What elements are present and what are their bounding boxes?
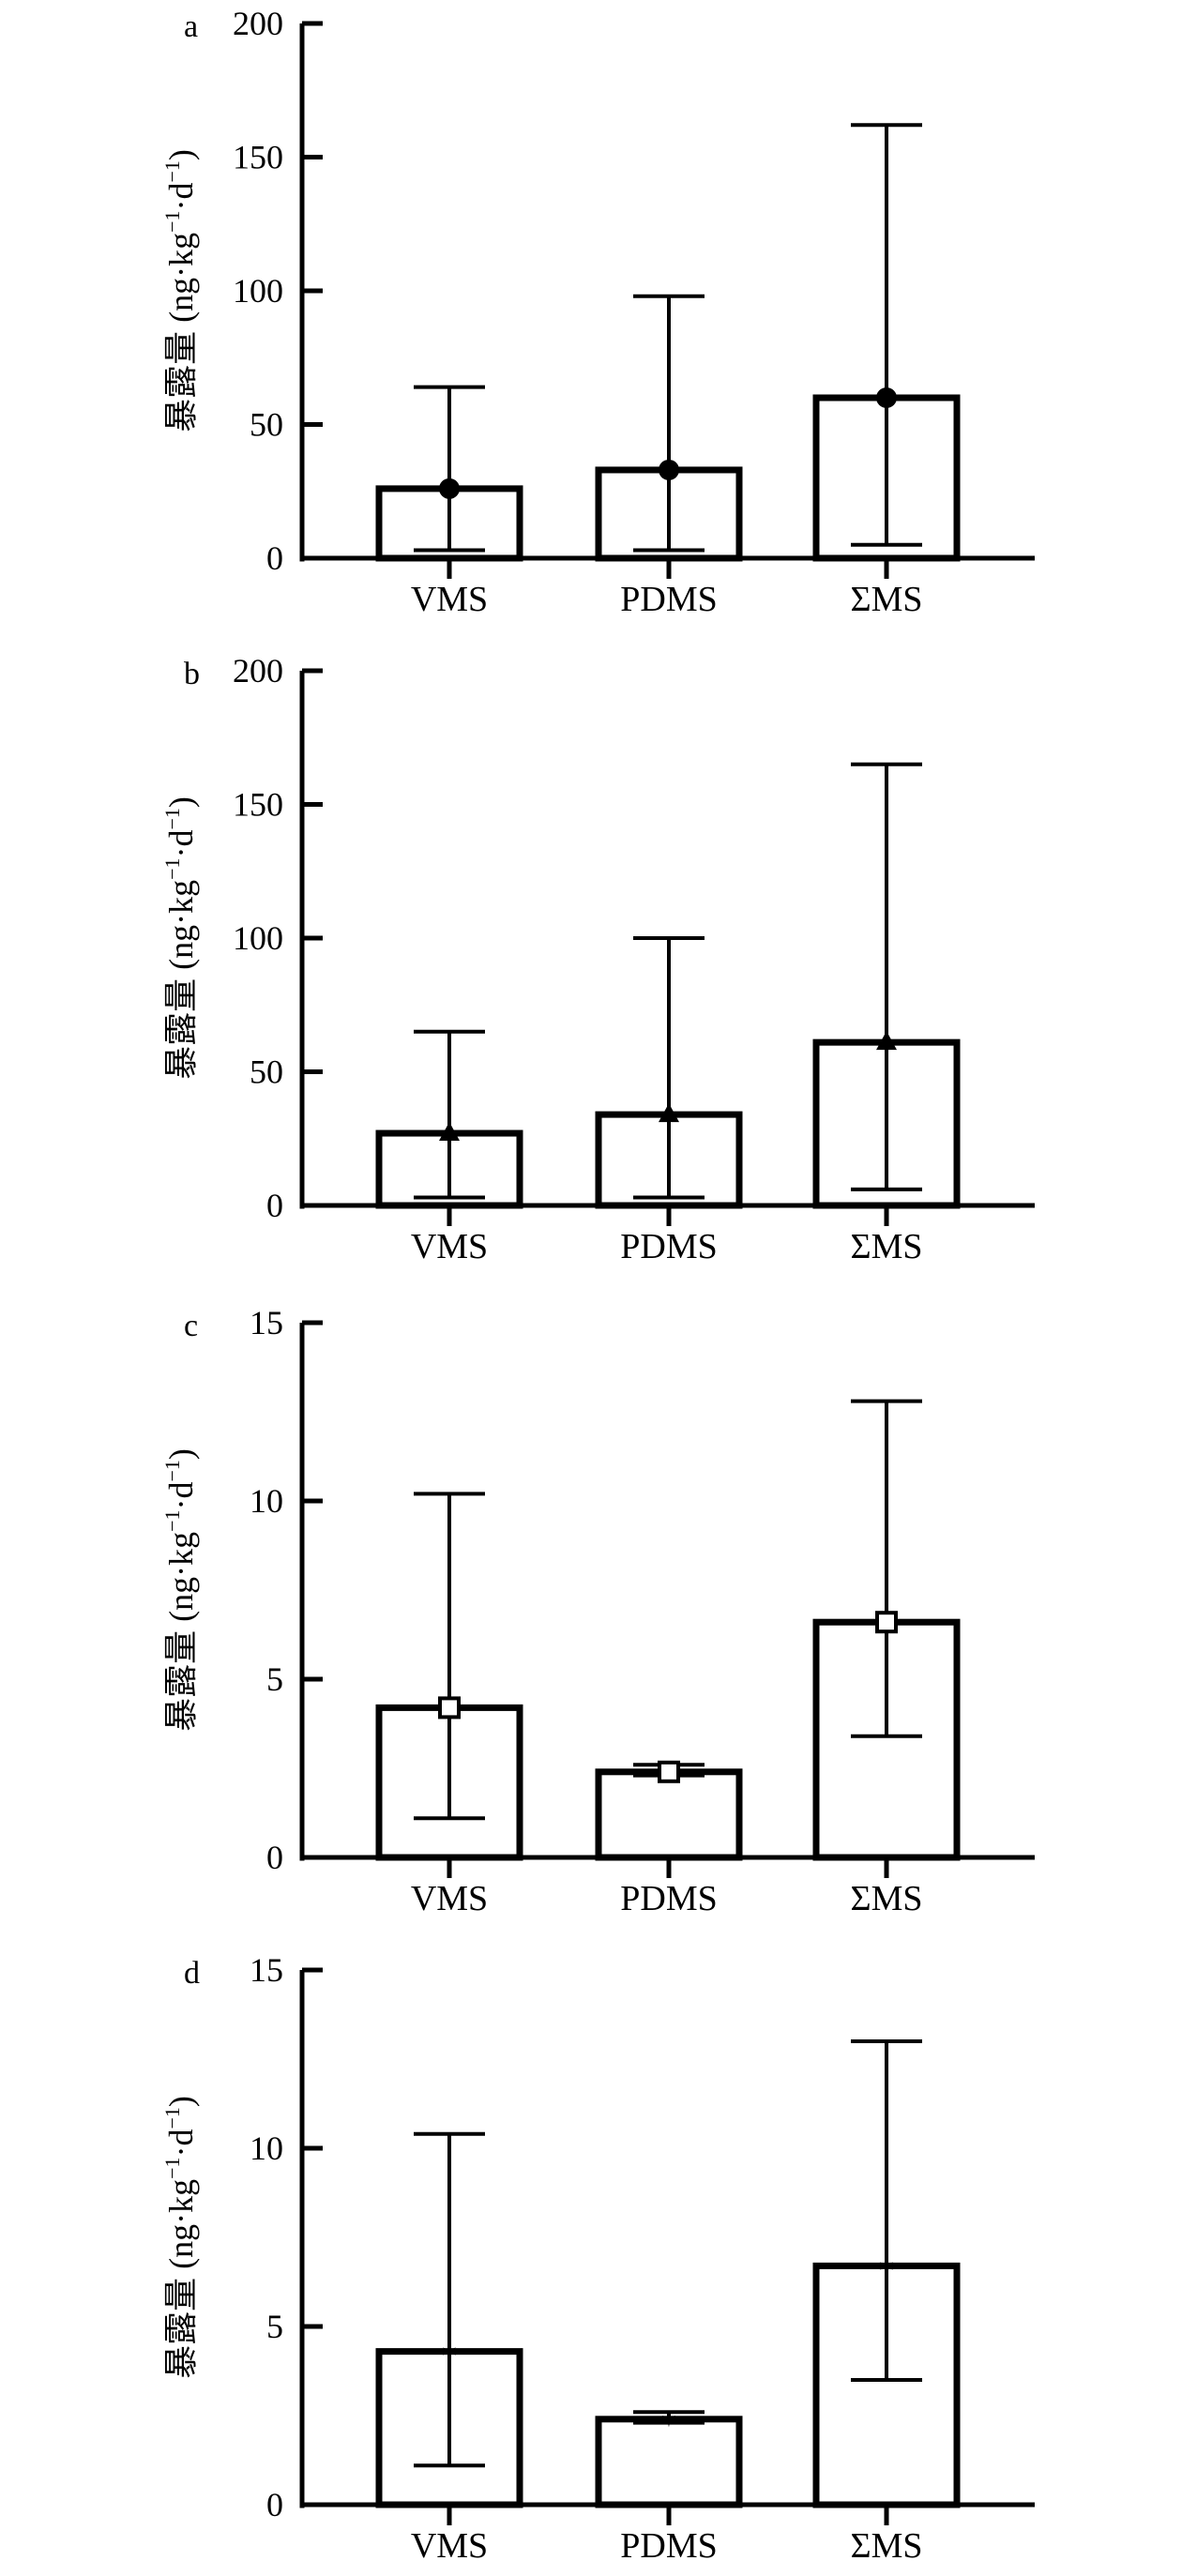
mean-marker-star: ✶ (660, 2408, 677, 2432)
panel-letter: d (184, 1956, 200, 1991)
y-tick-label: 50 (250, 406, 283, 444)
mean-marker-star: ✶ (441, 2341, 458, 2364)
y-tick-label: 15 (250, 1304, 283, 1341)
mean-marker-circle (439, 477, 460, 499)
mean-marker-star: ✶ (878, 2254, 895, 2278)
y-tick-label: 0 (266, 1187, 283, 1224)
x-category-label: ΣMS (850, 1227, 922, 1266)
x-category-label: VMS (411, 580, 488, 619)
x-category-label: ΣMS (850, 580, 922, 619)
y-tick-label: 150 (233, 786, 283, 824)
chart-panel-a: a 0 50 100 150 200 暴露量 (ng·kg−1·d−1) VMS PDMS ΣMS (160, 5, 1035, 619)
y-axis-title: 暴露量 (ng·kg−1·d−1) (160, 149, 200, 432)
y-axis-title: 暴露量 (ng·kg−1·d−1) (160, 2096, 200, 2379)
y-tick-label: 200 (233, 5, 283, 42)
y-tick-label: 100 (233, 272, 283, 310)
x-category-label: ΣMS (850, 1879, 922, 1918)
y-tick-label: 0 (266, 1839, 283, 1876)
bar (595, 1768, 743, 1861)
x-category-label: VMS (411, 2526, 488, 2566)
x-category-label: PDMS (620, 1227, 718, 1266)
mean-marker-triangle (439, 1122, 460, 1142)
y-tick-label: 150 (233, 139, 283, 176)
y-tick-label: 5 (266, 1660, 283, 1698)
mean-marker-circle (876, 387, 897, 408)
y-tick-label: 100 (233, 919, 283, 957)
x-category-label: ΣMS (850, 2526, 922, 2566)
y-tick-label: 15 (250, 1951, 283, 1989)
chart-panel-c: c 0 5 10 15 暴露量 (ng·kg−1·d−1) VMS PDMS ΣMS (160, 1304, 1035, 1918)
y-axis-title: 暴露量 (ng·kg−1·d−1) (160, 796, 200, 1080)
panel-letter: c (184, 1309, 198, 1343)
y-tick-label: 0 (266, 2486, 283, 2523)
chart-panel-d: d 0 5 10 15 暴露量 (ng·kg−1·d−1) ✶ VMS ✶ PDMS ✶ ΣMS (160, 1951, 1035, 2566)
y-tick-label: 10 (250, 2129, 283, 2167)
x-category-label: PDMS (620, 580, 718, 619)
y-tick-label: 200 (233, 652, 283, 689)
y-axis-title: 暴露量 (ng·kg−1·d−1) (160, 1448, 200, 1732)
mean-marker-triangle (659, 1103, 679, 1123)
y-tick-label: 0 (266, 539, 283, 577)
y-tick-label: 10 (250, 1482, 283, 1520)
mean-marker-square (658, 1760, 680, 1783)
y-tick-label: 50 (250, 1053, 283, 1091)
panel-letter: b (184, 657, 200, 691)
y-tick-label: 5 (266, 2308, 283, 2345)
x-category-label: VMS (411, 1879, 488, 1918)
panel-letter: a (184, 9, 198, 44)
mean-marker-square (875, 1611, 898, 1634)
mean-marker-circle (659, 459, 679, 480)
chart-panel-b: b 0 50 100 150 200 暴露量 (ng·kg−1·d−1) VMS PDMS ΣMS (160, 652, 1035, 1266)
x-category-label: PDMS (620, 1879, 718, 1918)
mean-marker-square (438, 1696, 461, 1720)
mean-marker-triangle (876, 1031, 897, 1051)
bar (595, 2416, 743, 2508)
x-category-label: PDMS (620, 2526, 718, 2566)
x-category-label: VMS (411, 1227, 488, 1266)
